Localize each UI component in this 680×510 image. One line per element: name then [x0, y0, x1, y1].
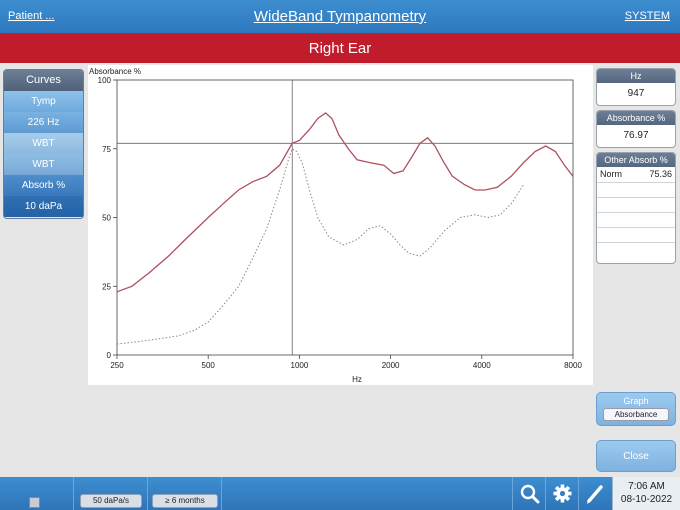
- other-absorb-empty-row: [597, 227, 675, 242]
- hz-value: 947: [627, 88, 645, 99]
- option-checkbox[interactable]: [29, 497, 40, 508]
- curve-item-absorb[interactable]: Absorb %: [4, 175, 83, 196]
- curve-item-tymp[interactable]: Tymp: [4, 91, 83, 112]
- series-line-norm: [116, 148, 525, 345]
- x-tick-label: 8000: [564, 361, 582, 370]
- other-absorb-value: 75.36: [649, 169, 672, 179]
- hz-label: Hz: [597, 69, 675, 83]
- graph-selector-label: Graph: [623, 396, 649, 406]
- pencil-icon: [587, 485, 603, 504]
- y-tick-label: 0: [107, 351, 112, 360]
- page-title-text: WideBand Tympanometry: [253, 8, 427, 25]
- series-line-measured: [116, 112, 574, 293]
- curve-item-pressure[interactable]: 10 daPa: [4, 196, 83, 217]
- y-tick-label: 75: [102, 145, 111, 154]
- ear-label: Right Ear: [308, 40, 372, 57]
- search-button[interactable]: [512, 477, 545, 510]
- y-axis-label: Absorbance %: [89, 67, 141, 76]
- clock: 7:06 AM 08-10-2022: [612, 477, 680, 510]
- absorbance-readout: Absorbance % 76.97: [596, 110, 676, 148]
- pressure-rate-segment: 50 daPa/s: [74, 477, 148, 510]
- plot-frame: [116, 79, 574, 356]
- other-absorb-empty-row: [597, 182, 675, 197]
- top-bar: Patient ... WideBand Tympanometry SYSTEM: [0, 0, 680, 34]
- other-absorb-name: Norm: [600, 169, 622, 179]
- x-tick-label: 2000: [382, 361, 400, 370]
- y-tick-label: 50: [102, 214, 111, 223]
- graph-selector[interactable]: Graph Absorbance: [596, 392, 676, 426]
- other-absorb-row: Norm 75.36: [597, 167, 675, 182]
- y-tick-label: 25: [102, 282, 111, 291]
- bottom-checkbox-segment: [0, 477, 74, 510]
- hz-readout: Hz 947: [596, 68, 676, 106]
- x-tick-label: 250: [110, 361, 124, 370]
- gear-icon: [553, 484, 572, 503]
- other-absorb-empty-row: [597, 212, 675, 227]
- other-absorb-empty-row: [597, 197, 675, 212]
- search-icon: [520, 484, 540, 504]
- y-tick-label: 100: [98, 76, 112, 85]
- close-button[interactable]: Close: [596, 440, 676, 472]
- graph-selector-value[interactable]: Absorbance: [603, 408, 669, 421]
- absorbance-chart[interactable]: 0 25 50 75 100 250 500 1000 2000 4000 8000 Absorban…: [88, 65, 593, 385]
- bottom-bar: 50 daPa/s ≥ 6 months 7:06 AM 08-1: [0, 477, 680, 510]
- curves-panel: Curves Tymp 226 Hz WBT WBT Absorb % 10 d…: [3, 69, 84, 219]
- settings-button[interactable]: [545, 477, 578, 510]
- patient-link[interactable]: Patient ...: [8, 10, 55, 22]
- other-absorb-panel: Other Absorb % Norm 75.36: [596, 152, 676, 264]
- x-tick-label: 4000: [473, 361, 491, 370]
- curve-item-wbt-1[interactable]: WBT: [4, 133, 83, 154]
- x-axis-label: Hz: [352, 375, 362, 384]
- page-title: WideBand Tympanometry: [0, 8, 680, 25]
- pressure-rate-button[interactable]: 50 daPa/s: [80, 494, 142, 508]
- curve-item-226hz[interactable]: 226 Hz: [4, 112, 83, 133]
- ear-banner: Right Ear: [0, 34, 680, 63]
- chart-svg: 0 25 50 75 100 250 500 1000 2000 4000 8000 Absorban…: [89, 67, 582, 384]
- other-absorb-label: Other Absorb %: [597, 153, 675, 167]
- age-button[interactable]: ≥ 6 months: [152, 494, 218, 508]
- x-tick-label: 1000: [291, 361, 309, 370]
- other-absorb-empty-row: [597, 242, 675, 257]
- absorbance-label: Absorbance %: [597, 111, 675, 125]
- curves-panel-title: Curves: [4, 70, 83, 91]
- clock-time: 7:06 AM: [628, 481, 665, 492]
- system-link[interactable]: SYSTEM: [624, 10, 670, 22]
- edit-button[interactable]: [578, 477, 611, 510]
- x-tick-label: 500: [202, 361, 216, 370]
- curve-item-wbt-2[interactable]: WBT: [4, 154, 83, 175]
- absorbance-value: 76.97: [623, 130, 649, 141]
- age-segment: ≥ 6 months: [148, 477, 222, 510]
- clock-date: 08-10-2022: [620, 494, 673, 505]
